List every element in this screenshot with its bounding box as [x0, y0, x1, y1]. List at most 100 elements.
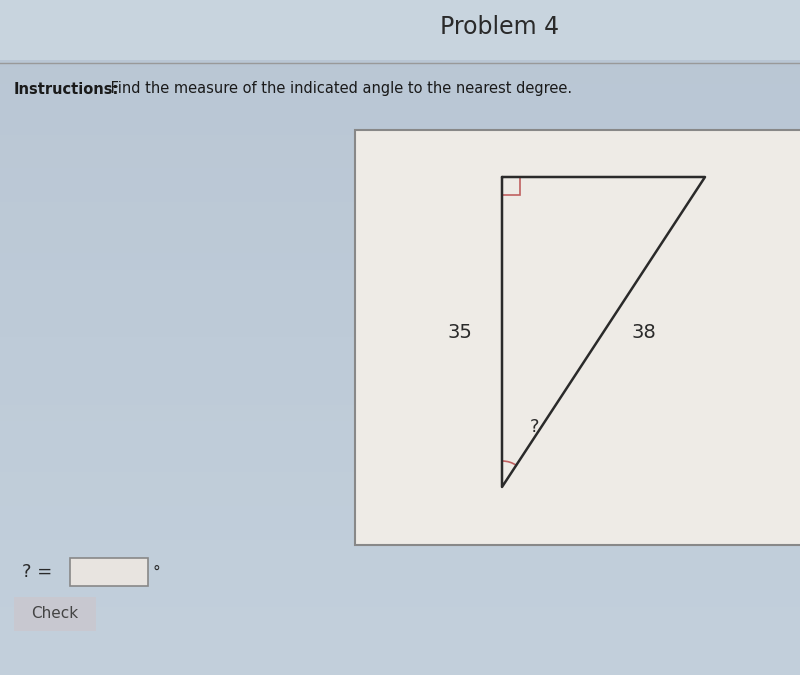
Bar: [0, 321, 800, 322]
Bar: [0, 261, 800, 262]
Bar: [0, 226, 800, 227]
Bar: [0, 227, 800, 228]
Bar: [0, 377, 800, 378]
Bar: [0, 628, 800, 629]
Text: Problem 4: Problem 4: [441, 15, 559, 39]
Bar: [0, 579, 800, 580]
Bar: [0, 53, 800, 54]
Bar: [0, 521, 800, 522]
Bar: [0, 371, 800, 372]
Bar: [0, 133, 800, 134]
Bar: [0, 545, 800, 546]
Bar: [0, 299, 800, 300]
Bar: [0, 421, 800, 422]
Bar: [0, 479, 800, 480]
Bar: [0, 112, 800, 113]
Bar: [0, 428, 800, 429]
Bar: [0, 246, 800, 247]
Bar: [0, 498, 800, 499]
Bar: [0, 274, 800, 275]
Bar: [0, 426, 800, 427]
Bar: [0, 397, 800, 398]
Bar: [0, 58, 800, 59]
Bar: [0, 380, 800, 381]
Bar: [0, 412, 800, 413]
Bar: [0, 326, 800, 327]
Bar: [0, 540, 800, 541]
Bar: [0, 588, 800, 589]
Bar: [0, 120, 800, 121]
Bar: [0, 375, 800, 376]
Bar: [0, 287, 800, 288]
Bar: [0, 449, 800, 450]
Bar: [0, 561, 800, 562]
Bar: [0, 473, 800, 474]
Bar: [0, 40, 800, 41]
Bar: [0, 244, 800, 245]
Bar: [0, 286, 800, 287]
Bar: [0, 11, 800, 12]
Bar: [0, 447, 800, 448]
Bar: [0, 395, 800, 396]
Bar: [0, 389, 800, 390]
Bar: [0, 293, 800, 294]
Bar: [0, 365, 800, 366]
Bar: [0, 127, 800, 128]
Bar: [0, 617, 800, 618]
Bar: [0, 515, 800, 516]
Bar: [0, 249, 800, 250]
Bar: [0, 500, 800, 501]
Bar: [0, 242, 800, 243]
Bar: [0, 528, 800, 529]
Bar: [0, 531, 800, 532]
Bar: [0, 43, 800, 44]
Text: ?: ?: [530, 418, 539, 436]
Bar: [0, 313, 800, 314]
Bar: [0, 126, 800, 127]
Bar: [0, 405, 800, 406]
Bar: [0, 327, 800, 328]
Bar: [0, 407, 800, 408]
Bar: [0, 210, 800, 211]
Bar: [0, 62, 800, 63]
Bar: [0, 297, 800, 298]
Bar: [0, 602, 800, 603]
Bar: [0, 191, 800, 192]
Bar: [0, 155, 800, 156]
Bar: [0, 400, 800, 401]
Bar: [0, 116, 800, 117]
Bar: [0, 541, 800, 542]
Bar: [0, 620, 800, 621]
Bar: [0, 356, 800, 357]
Bar: [0, 266, 800, 267]
Bar: [0, 441, 800, 442]
Bar: [0, 75, 800, 76]
Bar: [0, 82, 800, 83]
Bar: [0, 336, 800, 337]
Bar: [0, 255, 800, 256]
Bar: [0, 203, 800, 204]
Bar: [0, 487, 800, 488]
Bar: [0, 434, 800, 435]
Bar: [0, 323, 800, 324]
Bar: [0, 454, 800, 455]
Bar: [0, 312, 800, 313]
Bar: [0, 655, 800, 656]
Bar: [0, 4, 800, 5]
Bar: [0, 558, 800, 559]
Bar: [0, 283, 800, 284]
Bar: [0, 607, 800, 608]
Bar: [0, 510, 800, 511]
Bar: [0, 91, 800, 92]
Bar: [0, 184, 800, 185]
Bar: [0, 601, 800, 602]
Bar: [0, 73, 800, 74]
Bar: [0, 624, 800, 625]
Bar: [0, 346, 800, 347]
Bar: [0, 199, 800, 200]
Bar: [0, 280, 800, 281]
Bar: [0, 484, 800, 485]
Bar: [0, 452, 800, 453]
Bar: [0, 563, 800, 564]
Bar: [0, 171, 800, 172]
